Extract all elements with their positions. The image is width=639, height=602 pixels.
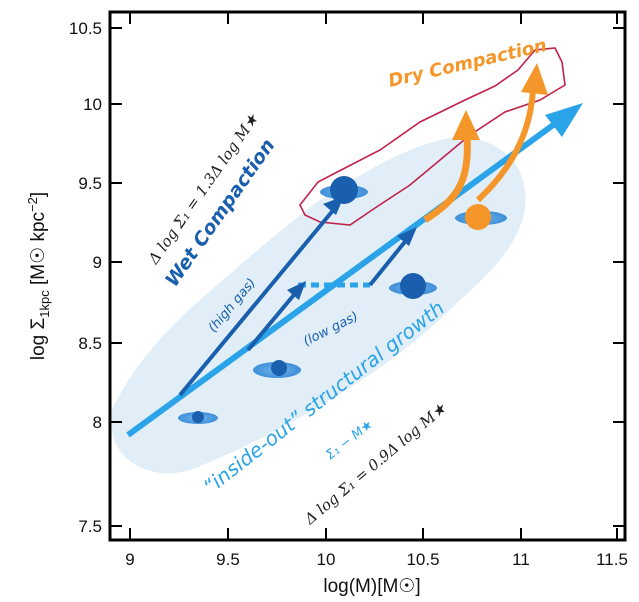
- x-axis-title: log(M)[M☉]: [323, 576, 420, 597]
- sigma-m-label: Σ₁ − M★: [323, 417, 376, 463]
- dry-compaction-arrowhead-left: [452, 110, 480, 140]
- compact-region-contour: [299, 47, 566, 226]
- galaxy-icon-small: [178, 411, 218, 424]
- dry-compaction-arrow-left: [423, 134, 471, 223]
- x-tick-label: 10: [317, 550, 336, 569]
- y-tick-label: 7.5: [78, 517, 102, 536]
- y-tick-label: 10: [83, 95, 102, 114]
- wet-compaction-arrow-high: [178, 206, 337, 397]
- plot-frame: [108, 10, 627, 542]
- wet-compaction-arrow-low: [368, 236, 410, 287]
- structural-growth-arrowhead: [545, 103, 583, 137]
- y-tick-label: 10.5: [69, 19, 102, 38]
- x-tick-label: 11: [512, 550, 530, 569]
- galaxy-icon-quiescent: [455, 204, 507, 230]
- wet-compaction-arrowhead-low: [397, 227, 417, 246]
- galaxy-icon-compact-low: [389, 273, 437, 299]
- y-tick-label: 8: [93, 413, 102, 432]
- y-tick-label: 9: [93, 253, 102, 272]
- x-tick-label: 9.5: [216, 550, 240, 569]
- galaxy-icon-compact-high: [320, 176, 368, 204]
- wet-compaction-arrow-mid: [246, 288, 300, 352]
- x-tick-label: 9: [125, 550, 134, 569]
- y-axis-ticks: [110, 27, 625, 527]
- structural-growth-line: [126, 117, 562, 438]
- dry-compaction-arrowhead-right: [521, 63, 548, 95]
- galaxy-icon-medium: [253, 360, 301, 378]
- x-tick-label: 11.5: [596, 550, 628, 569]
- growth-relation-label: Δ log Σ₁ = 0.9Δ log M★: [300, 398, 451, 528]
- dry-compaction-arrow-right: [475, 89, 536, 203]
- y-tick-label: 8.5: [78, 334, 102, 353]
- wet-compaction-arrowhead-mid: [287, 281, 306, 300]
- y-axis-title: log Σ1kpc [M☉ kpc−2]: [25, 192, 52, 360]
- y-tick-label: 9.5: [78, 174, 102, 193]
- x-axis-ticks: [129, 12, 618, 540]
- x-tick-label: 10.5: [406, 550, 439, 569]
